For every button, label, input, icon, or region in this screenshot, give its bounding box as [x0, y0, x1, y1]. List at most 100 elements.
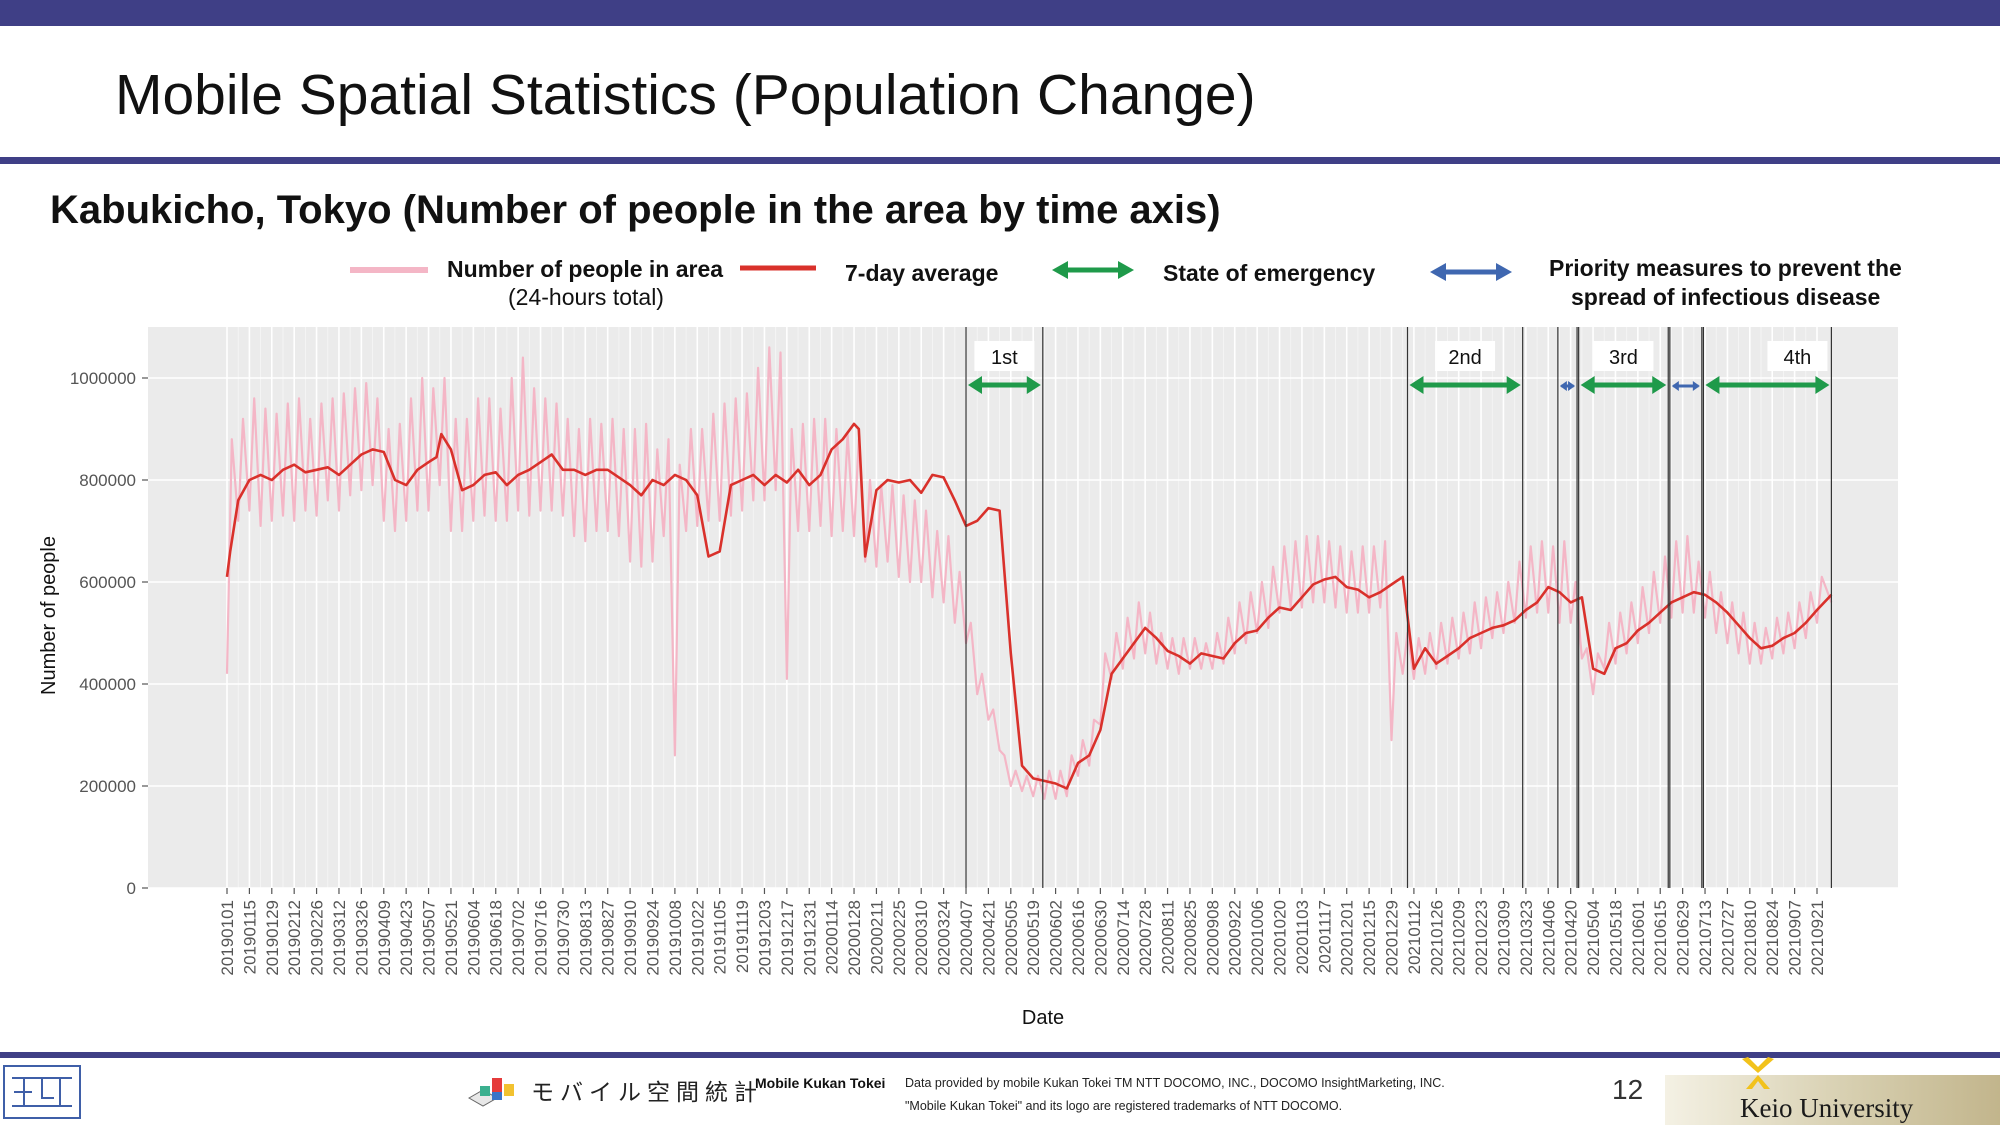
x-tick-label: 20200421 — [979, 900, 998, 976]
series-7day-average-line — [225, 422, 1833, 790]
period-label: 3rd — [1609, 347, 1638, 369]
period-arrow-head — [1409, 376, 1424, 394]
period-arrow-head — [1580, 376, 1595, 394]
period-label: 1st — [991, 347, 1018, 369]
x-tick-label: 20191231 — [800, 900, 819, 976]
x-tick-label: 20210921 — [1808, 900, 1827, 976]
mobile-kukan-tokei-logo: モバイル空間統計 — [465, 1070, 763, 1110]
x-tick-label: 20210713 — [1696, 900, 1715, 976]
period-arrow-head — [1026, 376, 1041, 394]
title-rule — [0, 157, 2000, 164]
x-tick-label: 20200908 — [1203, 900, 1222, 976]
x-tick-label: 20201117 — [1315, 900, 1334, 973]
brand-japanese: モバイル空間統計 — [531, 1079, 763, 1105]
x-tick-label: 20200616 — [1069, 900, 1088, 976]
credit-line-1: Data provided by mobile Kukan Tokei TM N… — [905, 1076, 1445, 1090]
period-arrow-head — [1652, 376, 1667, 394]
y-tick-label: 0 — [127, 879, 136, 898]
period-arrow-head — [1815, 376, 1830, 394]
period-arrow-head — [1568, 381, 1576, 391]
y-tick-label: 800000 — [79, 471, 136, 490]
x-tick-label: 20200922 — [1226, 900, 1245, 976]
x-tick-label: 20200114 — [823, 900, 842, 974]
x-tick-label: 20200310 — [912, 900, 931, 976]
x-tick-label: 20191105 — [711, 900, 730, 974]
period-arrow-head — [1559, 381, 1567, 391]
keio-pen-icon — [1742, 1057, 1774, 1089]
legend-priority-arrow — [1430, 263, 1512, 281]
x-tick-label: 20210629 — [1674, 900, 1693, 976]
x-tick-label: 20200811 — [1159, 900, 1178, 974]
x-tick-label: 20210209 — [1450, 900, 1469, 976]
x-tick-label: 20190604 — [464, 900, 483, 976]
x-tick-label: 20210601 — [1629, 900, 1648, 976]
x-tick-label: 20210504 — [1584, 900, 1603, 976]
x-tick-label: 20191203 — [755, 900, 774, 976]
credit-line-2: "Mobile Kukan Tokei" and its logo are re… — [905, 1099, 1343, 1113]
legend-emergency-arrow — [1052, 261, 1134, 279]
x-tick-label: 20191022 — [688, 900, 707, 976]
x-tick-label: 20190101 — [218, 900, 237, 976]
legend-swatches — [350, 261, 1512, 281]
x-tick-label: 20210518 — [1606, 900, 1625, 976]
x-tick-label: 20200519 — [1024, 900, 1043, 976]
x-tick-label: 20210112 — [1405, 900, 1424, 974]
legend-people-label-2: (24-hours total) — [508, 284, 664, 310]
x-tick-label: 20200128 — [845, 900, 864, 976]
bottom-rule — [0, 1052, 2000, 1058]
x-tick-label: 20190813 — [576, 900, 595, 976]
slide-title: Mobile Spatial Statistics (Population Ch… — [115, 63, 1256, 127]
x-tick-label: 20190730 — [554, 900, 573, 976]
x-tick-label: 20191119 — [733, 900, 752, 973]
x-tick-label: 20190212 — [285, 900, 304, 976]
period-label: 4th — [1784, 347, 1812, 369]
y-tick-label: 200000 — [79, 777, 136, 796]
y-axis-label: Number of people — [38, 536, 60, 695]
x-tick-label: 20190129 — [263, 900, 282, 976]
x-tick-label: 20201020 — [1271, 900, 1290, 976]
x-tick-label: 20200225 — [890, 900, 909, 976]
top-band — [0, 0, 2000, 26]
period-label-box — [1435, 341, 1496, 371]
x-tick-label: 20200714 — [1114, 900, 1133, 976]
x-tick-label: 20190326 — [352, 900, 371, 976]
x-tick-label: 20200728 — [1136, 900, 1155, 976]
x-tick-label: 20200602 — [1047, 900, 1066, 976]
x-tick-label: 20190521 — [442, 900, 461, 976]
x-tick-label: 20210907 — [1786, 900, 1805, 976]
y-tick-label: 600000 — [79, 573, 136, 592]
period-label: 2nd — [1448, 347, 1481, 369]
x-tick-label: 20210309 — [1494, 900, 1513, 976]
period-arrow-head — [968, 376, 983, 394]
page-number: 12 — [1612, 1074, 1644, 1105]
x-tick-label: 20190115 — [240, 900, 259, 974]
period-label-box — [1593, 341, 1654, 371]
x-axis-label: Date — [1022, 1007, 1064, 1029]
x-tick-label: 20201103 — [1293, 900, 1312, 974]
y-tick-label: 1000000 — [70, 369, 136, 388]
x-tick-label: 20200825 — [1181, 900, 1200, 976]
x-tick-label: 20201006 — [1248, 900, 1267, 976]
legend-people-label-1: Number of people in area — [447, 256, 724, 282]
x-tick-label: 20190312 — [330, 900, 349, 976]
brand-english: Mobile Kukan Tokei — [755, 1075, 886, 1091]
period-arrow-head — [1506, 376, 1521, 394]
period-label-box — [974, 341, 1035, 371]
legend-avg-label: 7-day average — [845, 260, 999, 286]
x-tick-label: 20200324 — [935, 900, 954, 976]
x-tick-label: 20200407 — [957, 900, 976, 976]
x-tick-label: 20200505 — [1002, 900, 1021, 976]
x-tick-label: 20190507 — [420, 900, 439, 976]
x-tick-label: 20201229 — [1383, 900, 1402, 976]
chart-subtitle: Kabukicho, Tokyo (Number of people in th… — [50, 188, 1221, 232]
x-tick-label: 20210420 — [1562, 900, 1581, 976]
x-tick-label: 20190924 — [643, 900, 662, 976]
y-tick-label: 400000 — [79, 675, 136, 694]
legend-emergency-label: State of emergency — [1163, 260, 1376, 286]
x-tick-label: 20210323 — [1517, 900, 1536, 976]
x-tick-label: 20210126 — [1427, 900, 1446, 976]
x-tick-label: 20190423 — [397, 900, 416, 976]
x-tick-label: 20190409 — [375, 900, 394, 976]
x-tick-label: 20191008 — [666, 900, 685, 976]
period-arrow-head — [1671, 381, 1679, 391]
